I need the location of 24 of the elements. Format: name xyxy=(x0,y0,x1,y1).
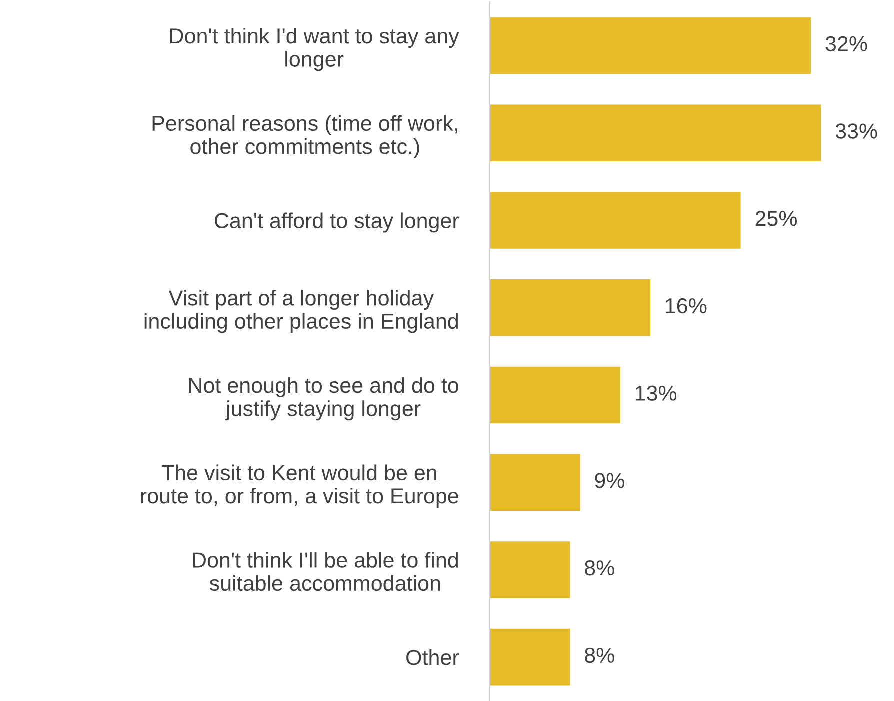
data-label: 16% xyxy=(666,298,707,314)
bar xyxy=(490,366,620,424)
data-label: 9% xyxy=(595,473,624,488)
y-tick-label: The visit to Kent would be en route to, or from, a visit to Europe xyxy=(141,464,458,508)
y-tick-label: Can't afford to stay longer xyxy=(215,212,460,233)
data-label: 33% xyxy=(836,124,878,139)
bar xyxy=(490,279,651,336)
bar xyxy=(490,628,570,686)
bar xyxy=(490,192,741,249)
y-tick-label: Visit part of a longer holiday including other places in England xyxy=(144,290,458,334)
bar xyxy=(490,17,812,74)
bar xyxy=(490,542,570,598)
data-label: 13% xyxy=(636,386,677,402)
data-label: 25% xyxy=(756,211,798,226)
bar xyxy=(490,454,580,511)
y-tick-label: Don't think I'd want to stay any longer xyxy=(170,28,460,72)
y-tick-label: Don't think I'll be able to find suitable accommodation xyxy=(193,552,458,592)
data-label: 8% xyxy=(585,560,614,576)
y-tick-label: Personal reasons (time off work, other commitments etc.) xyxy=(152,115,458,159)
bar xyxy=(490,104,822,162)
data-label: 32% xyxy=(826,36,868,52)
y-tick-label: Not enough to see and do to justify staying longer xyxy=(189,377,458,421)
data-label: 8% xyxy=(585,648,614,664)
y-tick-label: Other xyxy=(406,650,460,666)
